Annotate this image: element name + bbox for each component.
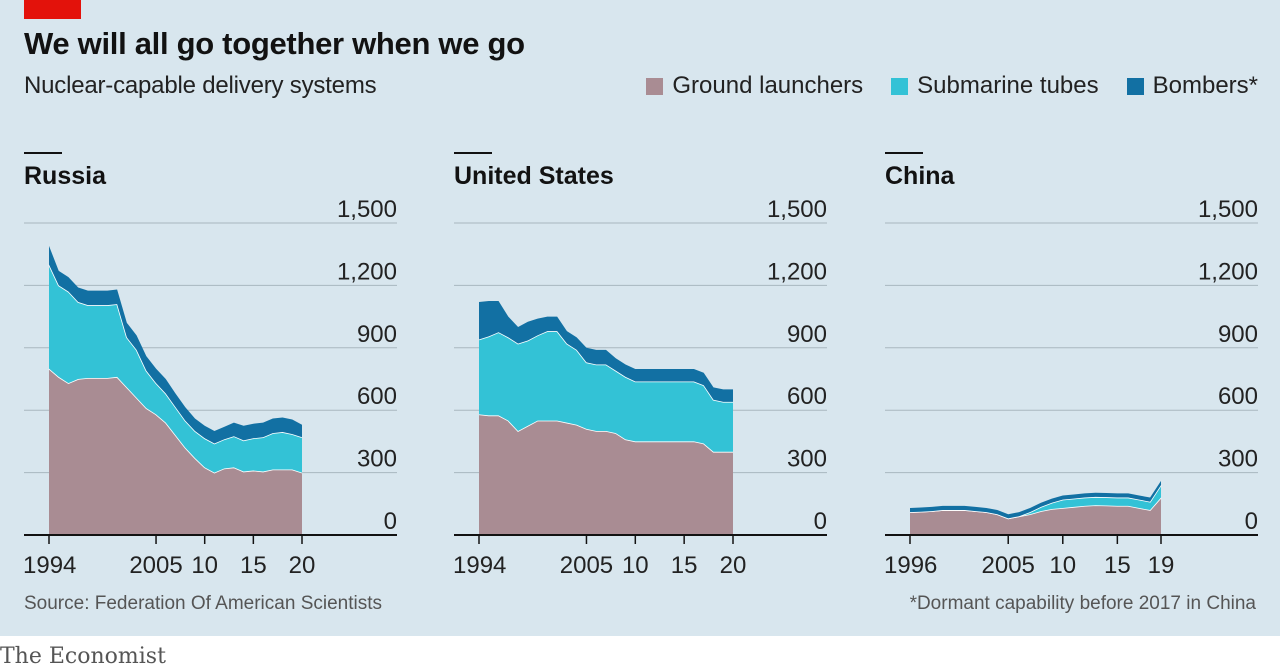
source-note: Source: Federation Of American Scientist… xyxy=(24,593,382,614)
legend-label-ground: Ground launchers xyxy=(672,72,864,99)
x-tick-label-united-states: 2005 xyxy=(560,552,613,579)
area-russia-ground-launchers xyxy=(49,368,302,535)
y-tick-label-russia: 0 xyxy=(384,508,397,535)
chart-russia: Russia 0 300 600 900 1,200 1,500 1994 2005 10 15 20 xyxy=(23,152,397,579)
y-tick-label-united-states: 0 xyxy=(814,508,827,535)
y-tick-label-russia: 300 xyxy=(357,446,397,473)
area-united-states-ground-launchers xyxy=(479,414,733,535)
x-tick-label-russia: 10 xyxy=(191,552,218,579)
chart-title: We will all go together when we go xyxy=(24,26,525,61)
legend-swatch-submarine xyxy=(891,77,909,95)
x-tick-label-china: 19 xyxy=(1148,552,1175,579)
panel-title-rule-united-states xyxy=(454,152,492,154)
x-tick-label-china: 2005 xyxy=(982,552,1035,579)
area-china-ground-launchers xyxy=(910,497,1161,535)
legend-item-ground: Ground launchers xyxy=(646,72,863,100)
y-tick-label-russia: 600 xyxy=(357,383,397,410)
legend-label-submarine: Submarine tubes xyxy=(917,72,1099,99)
y-tick-label-united-states: 1,200 xyxy=(767,258,827,285)
brand-red-tab xyxy=(24,0,81,19)
area-russia-bombers xyxy=(49,245,302,444)
charts-svg: Russia 0 300 600 900 1,200 1,500 1994 2005 10 15 20… xyxy=(23,152,1258,579)
y-tick-label-china: 300 xyxy=(1218,446,1258,473)
x-tick-label-china: 10 xyxy=(1049,552,1076,579)
x-tick-label-united-states: 1994 xyxy=(453,552,506,579)
panel-title-china: China xyxy=(885,162,956,190)
x-tick-label-russia: 1994 xyxy=(23,552,76,579)
area-russia-submarine-tubes xyxy=(49,264,302,473)
y-tick-label-united-states: 900 xyxy=(787,321,827,348)
panel-title-united-states: United States xyxy=(454,162,614,190)
chart-china: China 0 300 600 900 1,200 1,500 1996 2005 10 15 19 xyxy=(884,152,1258,579)
footnote: *Dormant capability before 2017 in China xyxy=(909,593,1256,614)
panel-title-russia: Russia xyxy=(24,162,107,190)
y-tick-label-russia: 1,200 xyxy=(337,258,397,285)
area-china-submarine-tubes xyxy=(910,485,1161,519)
y-tick-label-china: 600 xyxy=(1218,383,1258,410)
x-tick-label-china: 1996 xyxy=(884,552,937,579)
legend-swatch-ground xyxy=(646,77,664,95)
y-tick-label-russia: 900 xyxy=(357,321,397,348)
x-tick-label-united-states: 15 xyxy=(671,552,698,579)
y-tick-label-united-states: 300 xyxy=(787,446,827,473)
x-tick-label-russia: 20 xyxy=(289,552,316,579)
x-tick-label-russia: 15 xyxy=(240,552,267,579)
y-tick-label-china: 1,500 xyxy=(1198,196,1258,223)
y-tick-label-united-states: 1,500 xyxy=(767,196,827,223)
legend-item-submarine: Submarine tubes xyxy=(891,72,1099,100)
legend-swatch-bombers xyxy=(1126,77,1144,95)
area-united-states-bombers xyxy=(479,301,733,402)
chart-united-states: United States 0 300 600 900 1,200 1,500 1994 200… xyxy=(453,152,827,579)
legend-item-bombers: Bombers* xyxy=(1126,72,1258,100)
legend-label-bombers: Bombers* xyxy=(1152,72,1258,99)
y-tick-label-china: 0 xyxy=(1245,508,1258,535)
brand-logo-text: The Economist xyxy=(0,644,166,669)
area-united-states-submarine-tubes xyxy=(479,331,733,452)
area-china-bombers xyxy=(910,480,1161,519)
chart-subtitle: Nuclear-capable delivery systems xyxy=(24,72,377,99)
x-tick-label-united-states: 10 xyxy=(622,552,649,579)
y-tick-label-china: 1,200 xyxy=(1198,258,1258,285)
x-tick-label-china: 15 xyxy=(1104,552,1131,579)
y-tick-label-russia: 1,500 xyxy=(337,196,397,223)
legend: Ground launchers Submarine tubes Bombers… xyxy=(646,72,1258,100)
x-tick-label-russia: 2005 xyxy=(129,552,182,579)
panel-title-rule-russia xyxy=(24,152,62,154)
y-tick-label-united-states: 600 xyxy=(787,383,827,410)
y-tick-label-china: 900 xyxy=(1218,321,1258,348)
x-tick-label-united-states: 20 xyxy=(720,552,747,579)
panel-title-rule-china xyxy=(885,152,923,154)
